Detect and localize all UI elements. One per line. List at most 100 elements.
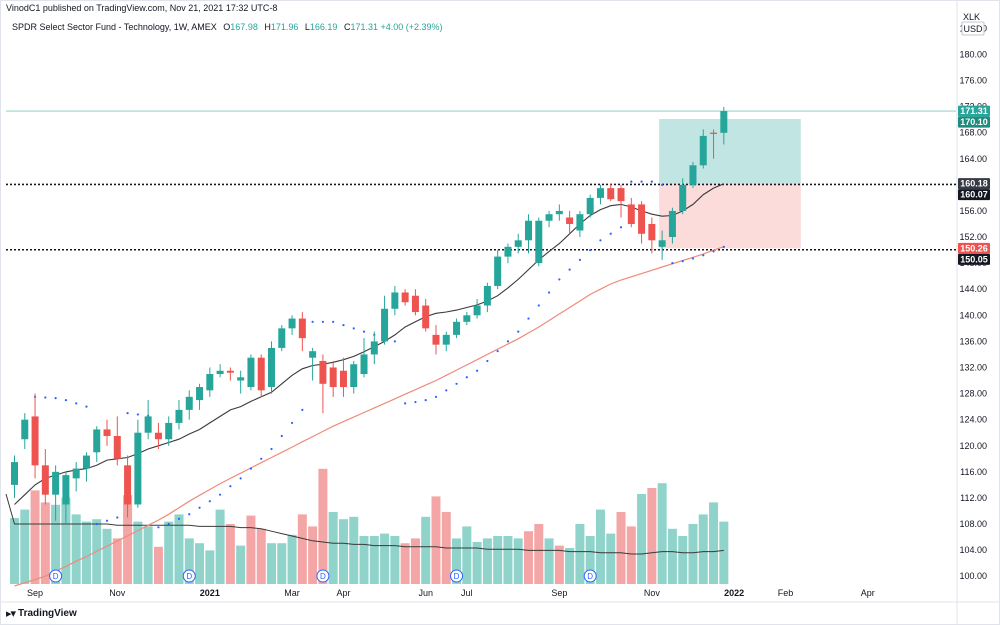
candle-body[interactable]	[391, 292, 399, 309]
volume-bar	[51, 504, 61, 584]
volume-bar	[688, 524, 698, 584]
volume-bar	[297, 514, 307, 584]
candle-body[interactable]	[720, 111, 728, 133]
candle-body[interactable]	[370, 341, 378, 355]
volume-bar	[287, 534, 297, 584]
candle-body[interactable]	[41, 465, 49, 495]
candle-body[interactable]	[545, 214, 553, 221]
dividend-marker[interactable]	[450, 569, 464, 583]
candle-body[interactable]	[237, 377, 245, 381]
candle-body[interactable]	[21, 419, 29, 440]
candle-body[interactable]	[298, 318, 306, 339]
dividend-marker[interactable]	[49, 569, 63, 583]
sar-dot	[445, 389, 448, 392]
candle-body[interactable]	[124, 465, 132, 505]
candle-body[interactable]	[93, 429, 101, 453]
sar-dot	[177, 517, 181, 520]
candle-body[interactable]	[658, 240, 666, 247]
candle-body[interactable]	[350, 364, 358, 388]
candle-body[interactable]	[411, 295, 419, 313]
candle-body[interactable]	[339, 370, 347, 388]
position-target-zone[interactable]	[659, 118, 801, 184]
candle-body[interactable]	[185, 396, 193, 410]
candle-body[interactable]	[607, 188, 615, 200]
sar-dot	[105, 519, 109, 522]
volume-bar	[61, 497, 71, 584]
volume-bar	[277, 543, 287, 584]
candle-body[interactable]	[62, 475, 70, 505]
volume-bar	[174, 514, 184, 584]
dividend-marker[interactable]	[583, 569, 597, 583]
candle-body[interactable]	[453, 321, 461, 335]
high-value: 171.96	[270, 22, 299, 32]
candle-body[interactable]	[144, 416, 152, 433]
tradingview-footer[interactable]: ▸▾ TradingView	[6, 607, 77, 620]
candle-body[interactable]	[638, 204, 646, 234]
candle-body[interactable]	[432, 334, 440, 345]
candle-body[interactable]	[72, 468, 80, 479]
candle-body[interactable]	[31, 416, 39, 466]
candle-body[interactable]	[514, 240, 522, 247]
candle-body[interactable]	[576, 214, 584, 231]
dividend-marker[interactable]	[182, 569, 196, 583]
candle-body[interactable]	[494, 256, 502, 286]
candle-body[interactable]	[422, 305, 430, 329]
price-axis-label	[958, 189, 990, 201]
candle-body[interactable]	[134, 432, 142, 505]
candle-body[interactable]	[648, 223, 656, 241]
candle-body[interactable]	[483, 285, 491, 306]
candle-body[interactable]	[699, 135, 707, 166]
dividend-marker[interactable]	[316, 569, 330, 583]
candle-body[interactable]	[175, 409, 183, 423]
candle-body[interactable]	[710, 132, 718, 134]
candle-body[interactable]	[268, 347, 275, 388]
candle-body[interactable]	[319, 360, 327, 384]
candle-body[interactable]	[535, 220, 543, 264]
candle-body[interactable]	[154, 432, 162, 440]
candle-body[interactable]	[52, 471, 60, 495]
volume-bar	[698, 514, 708, 584]
candle-body[interactable]	[463, 315, 471, 322]
sar-dot	[290, 421, 294, 425]
candle-body[interactable]	[82, 455, 90, 469]
candle-body[interactable]	[329, 367, 337, 388]
axis-top-label: XLK	[963, 12, 980, 22]
candle-body[interactable]	[196, 387, 204, 401]
sar-dot	[116, 516, 119, 519]
dividend-marker-label: D	[320, 572, 326, 581]
candle-body[interactable]	[11, 462, 18, 485]
sar-dot	[476, 369, 479, 372]
candle-body[interactable]	[679, 184, 687, 211]
sar-dot	[414, 400, 417, 404]
candle-body[interactable]	[216, 370, 224, 375]
candle-body[interactable]	[278, 328, 286, 348]
candle-body[interactable]	[401, 292, 409, 303]
candle-body[interactable]	[206, 374, 214, 391]
candle-body[interactable]	[442, 334, 450, 345]
candle-body[interactable]	[113, 435, 121, 459]
candle-body[interactable]	[360, 354, 368, 375]
candle-body[interactable]	[586, 197, 594, 215]
candle-body[interactable]	[555, 210, 563, 215]
candle-body[interactable]	[473, 305, 481, 316]
candle-body[interactable]	[257, 357, 265, 391]
candle-body[interactable]	[165, 422, 173, 440]
candle-body[interactable]	[596, 188, 604, 198]
candle-body[interactable]	[668, 210, 676, 238]
candle-body[interactable]	[226, 370, 234, 373]
y-tick-label: 124.00	[959, 415, 987, 425]
candle-body[interactable]	[504, 246, 512, 257]
candle-body[interactable]	[525, 220, 532, 241]
candle-body[interactable]	[617, 188, 625, 202]
candle-body[interactable]	[103, 429, 111, 436]
candle-body[interactable]	[689, 165, 697, 185]
candle-body[interactable]	[288, 318, 296, 329]
candle-body[interactable]	[309, 351, 317, 358]
candle-body[interactable]	[627, 204, 635, 224]
currency-box[interactable]	[961, 21, 985, 36]
candle-body[interactable]	[566, 217, 574, 224]
volume-bar	[236, 545, 246, 584]
candle-body[interactable]	[247, 357, 255, 388]
candle-body[interactable]	[381, 308, 389, 342]
